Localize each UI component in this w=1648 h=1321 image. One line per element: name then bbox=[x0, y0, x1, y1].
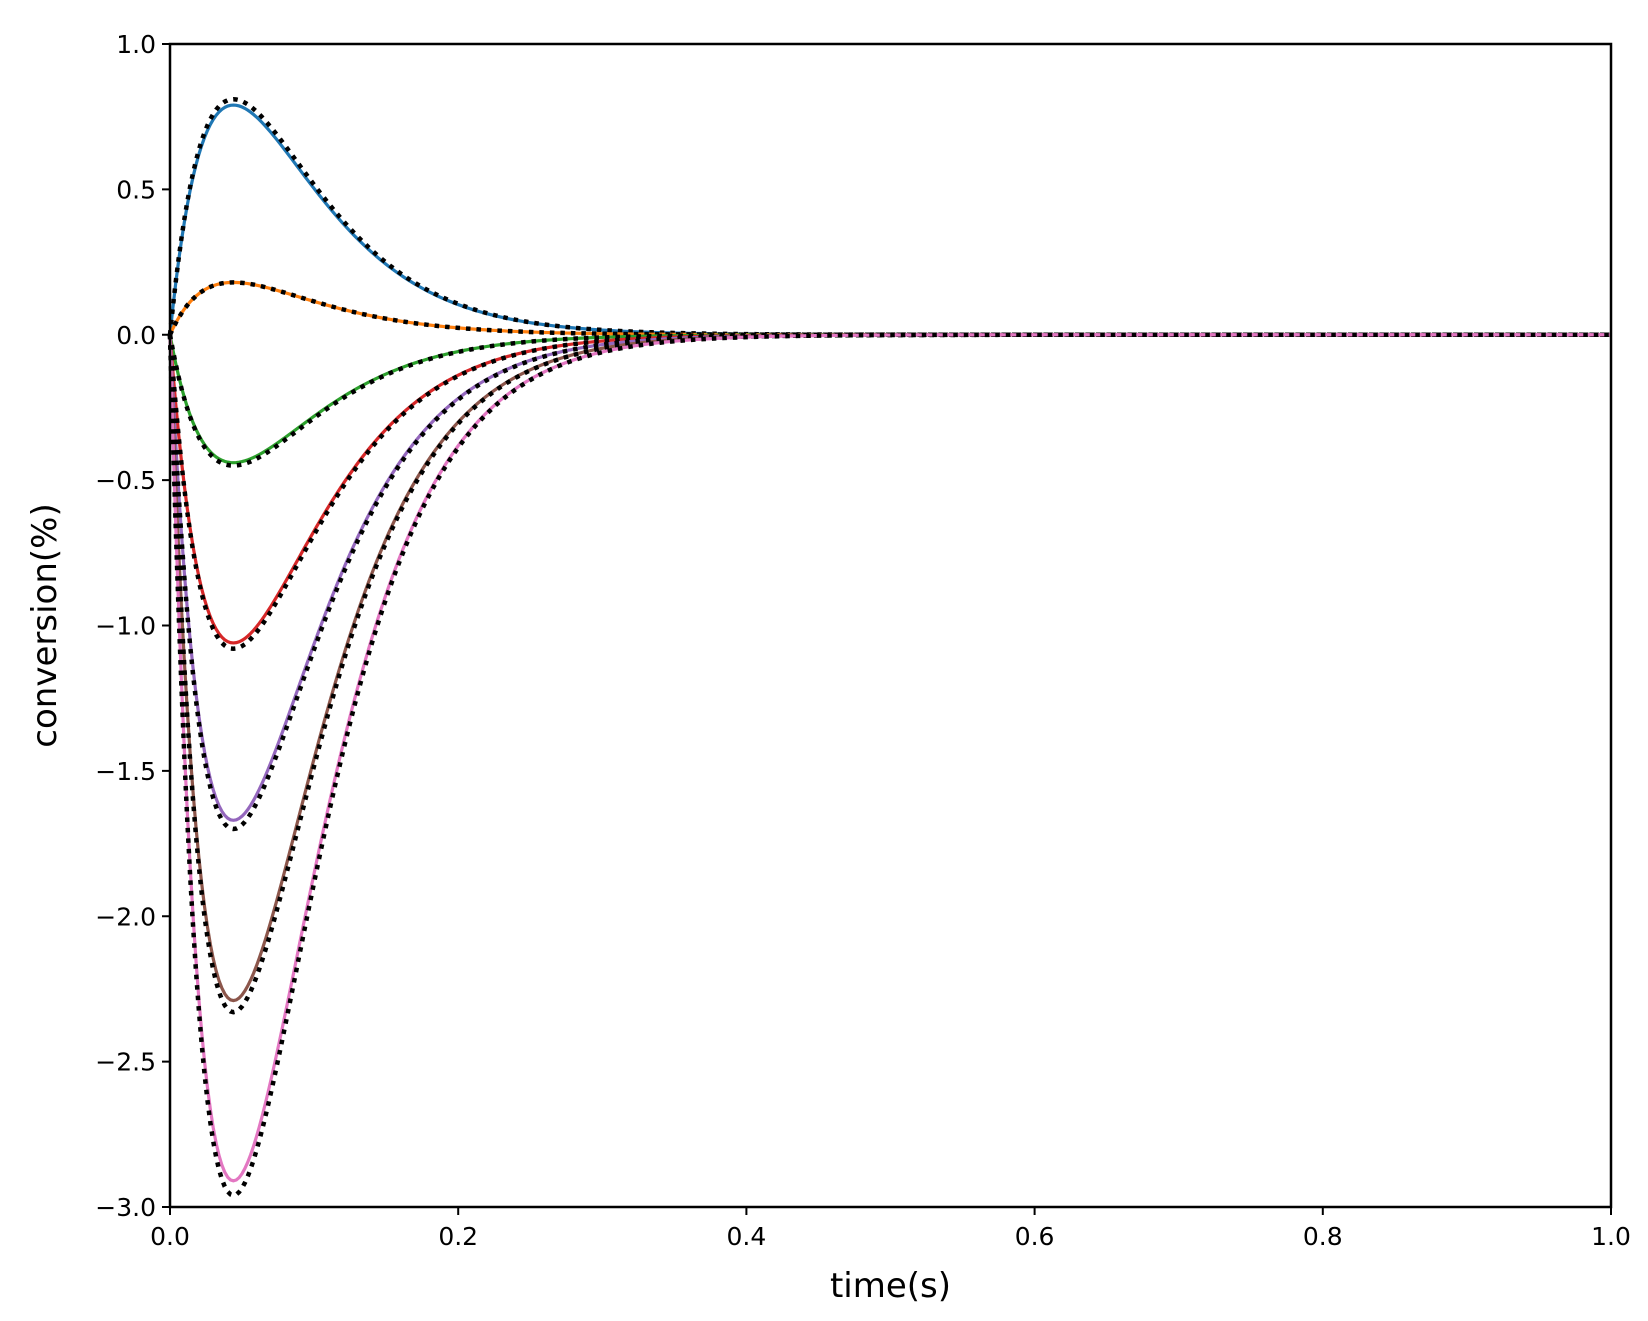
series-line-dotted bbox=[167, 332, 1611, 1198]
x-tick-label: 0.0 bbox=[150, 1222, 190, 1251]
series-line-dotted bbox=[167, 280, 1611, 337]
series-line-solid bbox=[168, 333, 1611, 1183]
x-axis-label: time(s) bbox=[830, 1266, 951, 1306]
y-tick-label: 1.0 bbox=[116, 30, 156, 59]
x-tick-label: 0.2 bbox=[438, 1222, 478, 1251]
y-tick-label: −2.5 bbox=[95, 1048, 156, 1077]
plot-frame bbox=[168, 42, 1613, 1209]
y-tick-label: −1.0 bbox=[95, 612, 156, 641]
series-line-solid bbox=[168, 333, 1611, 1003]
y-tick-label: −0.5 bbox=[95, 466, 156, 495]
x-tick-label: 0.4 bbox=[727, 1222, 767, 1251]
y-tick-label: −3.0 bbox=[95, 1193, 156, 1222]
x-tick-label: 0.6 bbox=[1015, 1222, 1055, 1251]
plot-lines bbox=[167, 96, 1611, 1198]
y-tick-label: 0.0 bbox=[116, 321, 156, 350]
y-axis-label: conversion(%) bbox=[25, 503, 65, 747]
y-tick-label: −1.5 bbox=[95, 757, 156, 786]
y-axis-ticks: 1.0 0.5 0.0 −0.5 −1.0 −1.5 −2.0 −2.5 −3.0 bbox=[95, 30, 170, 1222]
y-tick-label: 0.5 bbox=[116, 175, 156, 204]
x-tick-label: 1.0 bbox=[1591, 1222, 1631, 1251]
series-line-dotted bbox=[167, 332, 1611, 1015]
series-line-dotted bbox=[167, 332, 1611, 832]
series-line-dotted bbox=[167, 96, 1611, 337]
series-line-dotted bbox=[167, 332, 1611, 468]
y-tick-label: −2.0 bbox=[95, 902, 156, 931]
series-line-solid bbox=[168, 333, 1611, 822]
series-line-solid bbox=[168, 280, 1611, 337]
x-tick-label: 0.8 bbox=[1303, 1222, 1343, 1251]
series-line-solid bbox=[168, 103, 1611, 337]
series-line-solid bbox=[168, 333, 1611, 465]
x-axis-ticks: 0.0 0.2 0.4 0.6 0.8 1.0 bbox=[150, 1207, 1631, 1251]
